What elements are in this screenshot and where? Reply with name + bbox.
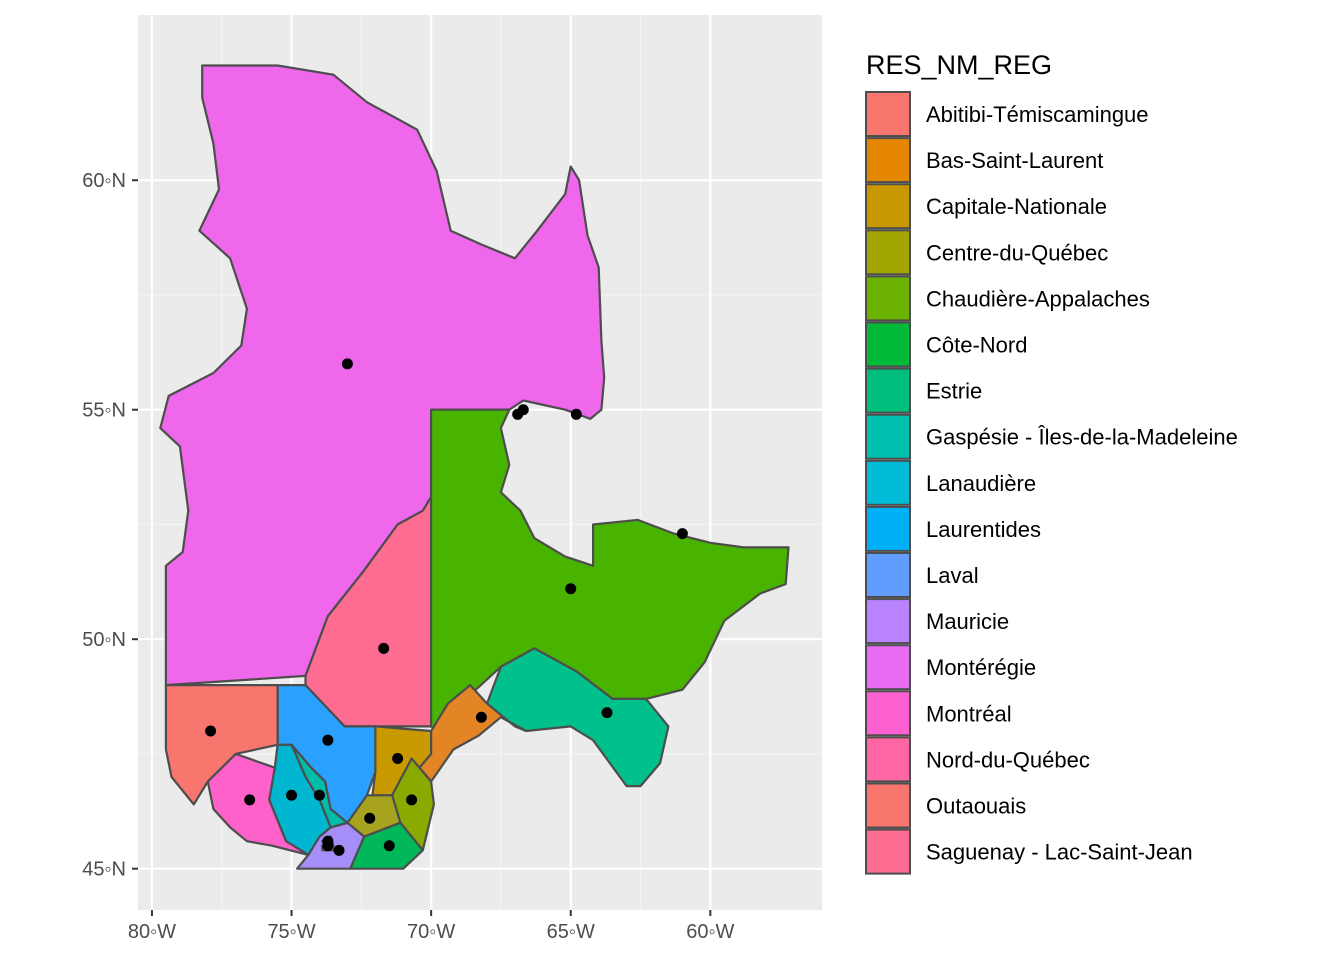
centroid-point <box>406 794 418 806</box>
legend-label-gaspesie: Gaspésie - Îles-de-la-Madeleine <box>926 425 1238 450</box>
legend-key-estrie <box>865 367 911 414</box>
centroid-point <box>322 734 334 746</box>
legend-label-abitibi: Abitibi-Témiscamingue <box>926 102 1149 127</box>
legend-label-montreal: Montréal <box>926 701 1012 726</box>
x-axis: 80◦W 75◦W 70◦W 65◦W 60◦W <box>128 910 735 943</box>
legend-label-bas-saint-laurent: Bas-Saint-Laurent <box>926 148 1103 173</box>
legend-key-laval <box>865 552 911 598</box>
centroid-point <box>565 583 577 595</box>
x-tick-label: 75◦W <box>267 921 315 943</box>
centroid-point <box>601 707 613 719</box>
legend-key-outaouais <box>865 782 911 829</box>
region-c-te-nord <box>430 408 790 733</box>
centroid-point <box>333 844 345 856</box>
legend-key-monteregie <box>865 644 911 691</box>
legend-key-laurentides <box>865 505 911 552</box>
region-abitibi-t-miscamingue <box>164 683 279 806</box>
centroid-point <box>244 794 256 806</box>
centroid-point <box>392 753 404 765</box>
legend-label-saguenay: Saguenay - Lac-Saint-Jean <box>926 840 1193 865</box>
x-tick-label: 80◦W <box>128 921 176 943</box>
centroid-point <box>322 840 334 852</box>
legend-key-centre-du-quebec <box>865 229 911 276</box>
centroid-point <box>313 789 325 801</box>
x-tick-label: 65◦W <box>547 921 595 943</box>
y-axis: 45◦N 50◦N 55◦N 60◦N <box>82 170 138 881</box>
x-tick-label: 70◦W <box>407 921 455 943</box>
centroid-point <box>676 528 688 540</box>
legend-label-lanaudiere: Lanaudière <box>926 471 1036 496</box>
legend-key-capitale-nationale <box>865 183 911 230</box>
legend-label-cote-nord: Côte-Nord <box>926 333 1027 358</box>
legend-key-lanaudiere <box>865 459 911 506</box>
legend-label-capitale-nationale: Capitale-Nationale <box>926 194 1107 219</box>
centroid-point <box>205 725 217 737</box>
legend-key-montreal <box>865 690 911 737</box>
legend-label-monteregie: Montérégie <box>926 655 1036 680</box>
centroid-point <box>286 789 298 801</box>
legend-key-abitibi <box>865 91 911 137</box>
legend-label-laurentides: Laurentides <box>926 517 1041 542</box>
centroid-point <box>378 642 390 654</box>
legend-key-mauricie <box>865 598 911 645</box>
centroid-point <box>475 711 487 723</box>
centroid-point <box>364 812 376 824</box>
y-tick-label: 50◦N <box>82 629 126 651</box>
legend-label-estrie: Estrie <box>926 379 982 404</box>
legend-label-outaouais: Outaouais <box>926 794 1026 819</box>
legend-key-saguenay <box>865 828 911 875</box>
region-saguenay-lac-saint-jean <box>304 495 433 728</box>
y-tick-label: 60◦N <box>82 170 126 192</box>
legend-title: RES_NM_REG <box>866 50 1052 80</box>
region-bas-saint-laurent <box>410 683 528 783</box>
legend-label-mauricie: Mauricie <box>926 609 1009 634</box>
legend-label-laval: Laval <box>926 563 979 588</box>
legend-key-gaspesie <box>865 413 911 460</box>
legend-key-bas-saint-laurent <box>865 137 911 184</box>
legend: RES_NM_REG Abitibi-Témiscamingue Bas-Sain… <box>865 50 1238 875</box>
legend-label-chaudiere-appalaches: Chaudière-Appalaches <box>926 286 1150 311</box>
legend-key-nord-du-quebec <box>865 736 911 783</box>
centroid-point <box>383 840 395 852</box>
y-tick-label: 55◦N <box>82 400 126 422</box>
y-tick-label: 45◦N <box>82 859 126 881</box>
centroid-points <box>205 358 688 856</box>
centroid-point <box>512 408 524 420</box>
centroid-point <box>341 358 353 370</box>
legend-label-centre-du-quebec: Centre-du-Québec <box>926 240 1108 265</box>
x-tick-label: 60◦W <box>686 921 734 943</box>
centroid-point <box>570 408 582 420</box>
legend-key-cote-nord <box>865 321 911 368</box>
legend-label-nord-du-quebec: Nord-du-Québec <box>926 747 1090 772</box>
legend-key-chaudiere-appalaches <box>865 275 911 322</box>
